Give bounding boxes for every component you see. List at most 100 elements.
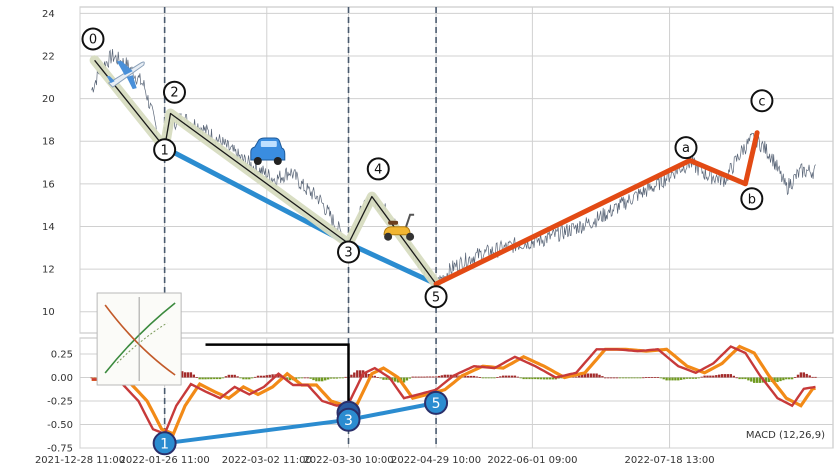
macd-histogram-bar (426, 376, 429, 378)
car-wheel (273, 157, 282, 165)
macd-signal-line (91, 344, 816, 436)
macd-histogram-bar (373, 375, 376, 378)
macd-histogram-bar (472, 375, 476, 378)
x-tick-label: 2022-03-02 11:00 (222, 455, 312, 466)
macd-histogram-bar (216, 377, 219, 380)
macd-histogram-bar (321, 377, 324, 382)
macd-histogram-bar (210, 377, 213, 380)
airplane-icon (106, 61, 145, 90)
macd-histogram-bar (359, 370, 362, 378)
car-window (260, 141, 277, 147)
macd-histogram-bar (440, 375, 444, 378)
macd-tick-label: -0.50 (47, 420, 73, 431)
price-tick-label: 22 (42, 52, 55, 63)
macd-histogram-bar (607, 377, 610, 379)
macd-histogram-bar (776, 377, 779, 382)
macd-histogram-bar (192, 374, 195, 378)
macd-histogram-bar (513, 375, 517, 378)
macd-histogram-bar (432, 376, 435, 378)
macd-histogram-bar (181, 371, 184, 378)
macd-histogram-bar (224, 376, 228, 378)
macd-histogram-bar (329, 377, 333, 379)
macd-histogram-bar (455, 375, 458, 378)
macd-histogram-bar (802, 372, 805, 378)
macd-histogram-bar (528, 377, 531, 380)
divergence-marker-text: 1 (160, 436, 169, 452)
macd-histogram-bar (712, 375, 715, 378)
scooter-seat (388, 220, 399, 225)
scooter-body (383, 226, 411, 236)
macd-histogram-bar (750, 377, 753, 382)
macd-tick-label: 0.25 (51, 349, 73, 360)
price-tick-label: 16 (42, 179, 55, 190)
divergence-marker-text: 3 (344, 413, 353, 429)
macd-histogram-bar (408, 377, 411, 379)
macd-histogram-bar (356, 370, 359, 378)
macd-histogram-bar (732, 375, 735, 378)
macd-histogram-bar (755, 377, 759, 383)
macd-histogram-bar (213, 377, 216, 380)
macd-histogram-bar (248, 377, 251, 380)
macd-histogram-bar (729, 374, 732, 378)
macd-histogram-bar (256, 375, 260, 378)
wave-label-circle (366, 157, 390, 181)
macd-histogram-bar (493, 377, 496, 379)
macd-histogram-bar (382, 377, 385, 380)
macd-histogram-bar (259, 375, 263, 378)
x-tick-label: 2021-12-28 11:00 (35, 455, 125, 466)
divergence-marker: 3 (336, 400, 361, 432)
macd-histogram-bar (545, 377, 549, 380)
macd-histogram-bar (437, 375, 441, 378)
macd-histogram-bar (429, 376, 432, 378)
wave-label: a (674, 136, 698, 160)
macd-histogram-bar (218, 377, 222, 380)
macd-histogram-bar (423, 376, 426, 378)
macd-histogram-bar (443, 374, 446, 378)
macd-histogram-bar (785, 377, 788, 380)
macd-histogram-bar (502, 375, 505, 378)
macd-histogram-bar (703, 375, 706, 378)
macd-histogram-bar (662, 377, 665, 380)
macd-histogram-bar (402, 377, 406, 383)
macd-histogram-bar (726, 374, 730, 378)
macd-histogram-bar (753, 377, 756, 383)
macd-histogram-bar (315, 377, 318, 382)
macd-histogram-bar (253, 376, 257, 378)
macd-histogram-bar (653, 377, 657, 378)
car-wheel (253, 157, 262, 165)
macd-histogram-bar (198, 377, 201, 380)
divergence-connector (205, 343, 350, 411)
thumbnail-curve (116, 322, 168, 364)
macd-histogram-bar (309, 377, 312, 379)
macd-histogram-bar (534, 377, 537, 380)
macd-histogram-bar (277, 374, 280, 378)
macd-histogram-bar (364, 372, 368, 378)
macd-histogram-bar (507, 375, 511, 378)
macd-histogram-bar (685, 377, 689, 379)
wave-label-circle (153, 138, 177, 162)
macd-histogram-bar (405, 377, 409, 381)
macd-histogram-bar (537, 377, 540, 380)
macd-histogram-bar (288, 377, 292, 381)
macd-histogram-bar (624, 377, 627, 379)
wave-label: 4 (366, 157, 390, 181)
macd-histogram-bar (595, 373, 598, 378)
macd-histogram-bar (207, 377, 210, 380)
macd-histogram-bar (525, 377, 528, 380)
macd-histogram-bar (790, 377, 794, 380)
macd-line (91, 345, 816, 436)
macd-histogram-bar (324, 377, 327, 381)
airplane-body (107, 61, 145, 88)
divergence-marker-circle (424, 390, 449, 415)
thumbnail-image (96, 292, 182, 386)
x-tick-label: 2022-06-01 09:00 (487, 455, 577, 466)
macd-histogram-bar (548, 377, 552, 380)
macd-histogram-bar (744, 377, 747, 380)
macd-histogram-bar (318, 377, 321, 382)
macd-histogram-bar (650, 377, 654, 378)
macd-histogram-bar (469, 375, 473, 378)
price-tick-label: 10 (42, 307, 55, 318)
macd-histogram-bar (592, 373, 595, 378)
